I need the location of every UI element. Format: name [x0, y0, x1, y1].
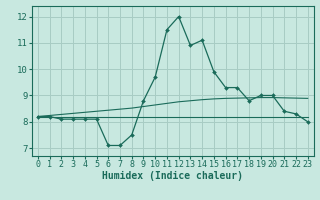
X-axis label: Humidex (Indice chaleur): Humidex (Indice chaleur) — [102, 171, 243, 181]
